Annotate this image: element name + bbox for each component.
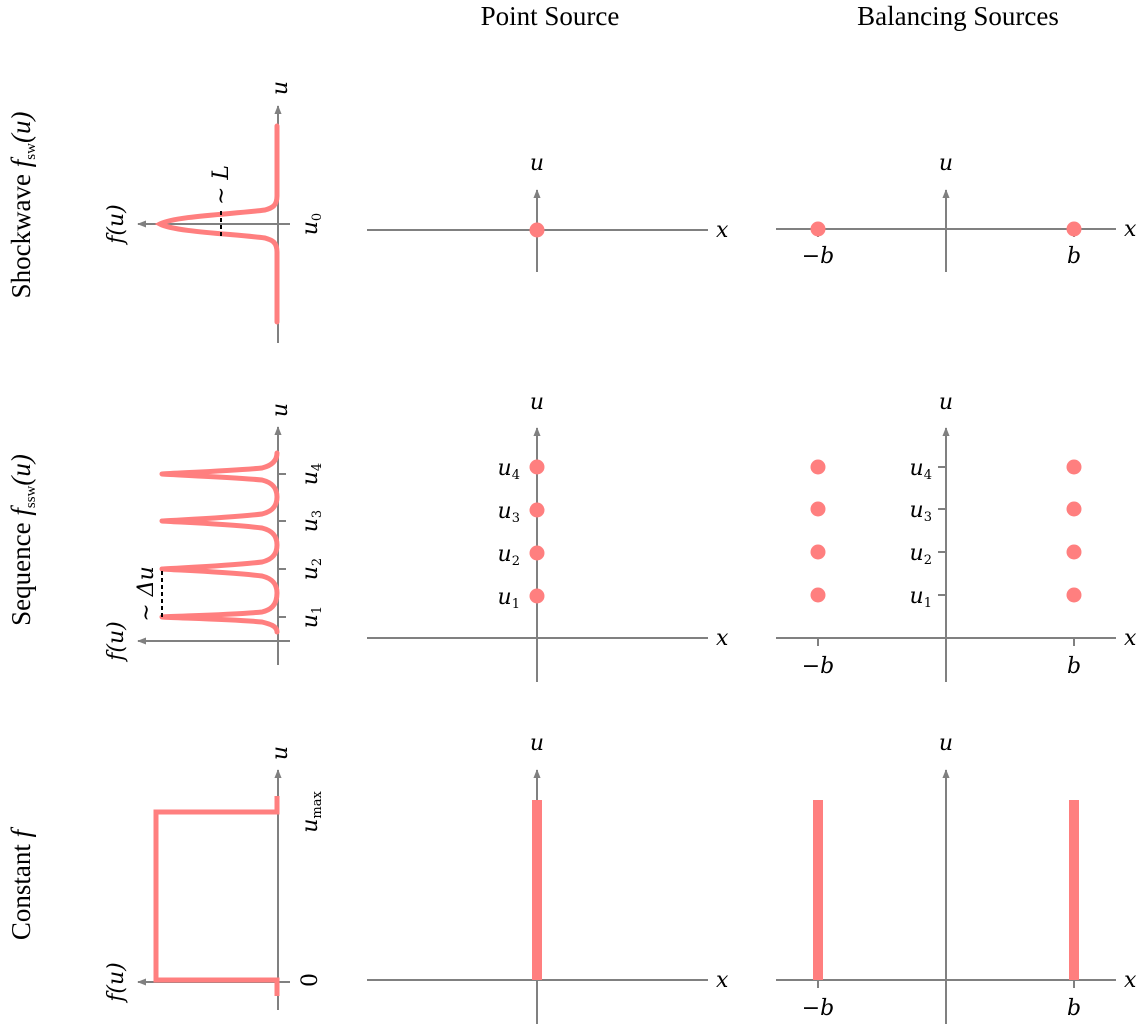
u-axis-label: u [530,731,544,756]
row-title-sequence: Sequence fssw(u) [6,454,39,626]
u-axis-label: u [530,151,544,176]
tick-label-u2: u2 [910,541,932,568]
row-title-shockwave: Shockwave fsw(u) [6,112,39,299]
source-point-neg-b [810,221,826,237]
x-axis-label: x [1124,626,1137,651]
x-axis-label: x [1124,217,1137,242]
source-point-neg-b-u1 [810,587,826,603]
sequence-curve [159,450,280,635]
shockwave-curve [154,123,280,325]
source-point-b-u2 [1066,544,1082,560]
balancing-sources-panel-2: x u −b b u1 u2 u3 u4 [776,390,1137,682]
tick-label-u1: u1 [498,585,520,612]
u-axis-label: u [939,390,953,415]
tick-label-u0: u0 [298,213,325,235]
tick-label-neg-b: −b [802,654,835,679]
x-axis-label: x [716,218,729,243]
u-axis-label: u [268,81,293,95]
u-axis-label: u [530,390,544,415]
point-source-panel-2: x u u1 u2 u3 u4 [367,390,729,682]
source-point-neg-b-u3 [810,501,826,517]
tick-label-b: b [1067,244,1081,269]
tick-label-b: b [1067,996,1081,1021]
source-point-u2 [529,545,545,561]
source-bar-neg-b [813,800,823,980]
balancing-sources-panel-1: x u −b b [776,151,1137,272]
f-axis-label: f(u) [104,204,129,245]
x-axis-label: x [1124,968,1137,993]
source-point-b-u4 [1066,459,1082,475]
source-point-neg-b-u2 [810,544,826,560]
header-balancing-sources: Balancing Sources [857,1,1059,31]
source-point-u4 [529,459,545,475]
sequence-profile-panel: ∼ Δu u f(u) u1 u2 u3 u4 [104,403,325,665]
row-title-constant: Constant f [6,826,36,940]
source-point-u3 [529,502,545,518]
tick-label-u1: u1 [910,584,932,611]
constant-profile-panel: u f(u) umax 0 [104,746,325,1010]
f-axis-label: f(u) [104,962,129,1003]
tick-label-u2: u2 [298,558,325,580]
tick-label-u4: u4 [298,463,325,485]
source-bar-b [1069,800,1079,980]
tick-label-u3: u3 [298,510,325,532]
tick-label-umax: umax [298,791,325,833]
tick-label-b: b [1067,654,1081,679]
x-axis-label: x [716,626,729,651]
tick-label-neg-b: −b [802,996,835,1021]
u-axis-label: u [268,403,293,417]
source-point-u1 [529,588,545,604]
tick-label-u3: u3 [910,498,932,525]
source-point-b-u1 [1066,587,1082,603]
source-point [529,222,545,238]
balancing-sources-panel-3: x u −b b [776,731,1137,1024]
u-axis-label: u [939,731,953,756]
tick-label-u1: u1 [298,606,325,628]
spacing-label: ∼ Δu [134,566,159,621]
point-source-panel-1: x u [367,151,729,272]
tick-label-zero: 0 [298,973,323,987]
tick-label-u4: u4 [498,456,520,483]
source-bar [532,800,542,980]
source-point-b [1066,221,1082,237]
f-axis-label: f(u) [104,621,129,662]
width-label: ∼ L [209,165,234,205]
source-point-neg-b-u4 [810,459,826,475]
shockwave-profile-panel: ∼ L u f(u) u0 [104,81,325,343]
constant-curve [153,796,280,996]
u-axis-label: u [939,151,953,176]
tick-label-u4: u4 [910,456,932,483]
tick-label-u3: u3 [498,499,520,526]
source-point-b-u3 [1066,501,1082,517]
x-axis-label: x [716,968,729,993]
point-source-panel-3: x u [367,731,729,1024]
header-point-source: Point Source [481,1,620,31]
u-axis-label: u [268,746,293,760]
tick-label-neg-b: −b [802,244,835,269]
tick-label-u2: u2 [498,542,520,569]
